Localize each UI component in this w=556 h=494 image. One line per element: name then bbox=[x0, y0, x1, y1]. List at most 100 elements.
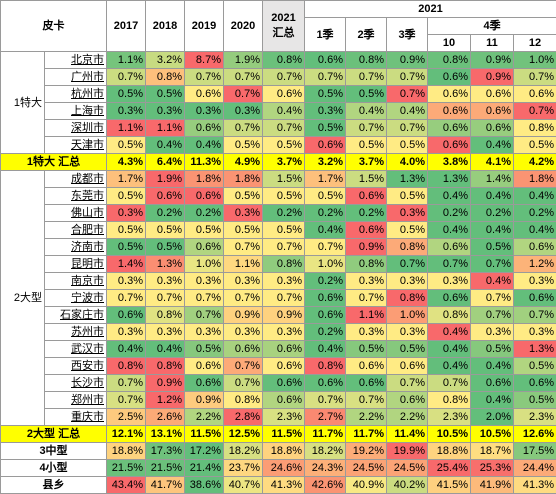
value-cell: 0.8% bbox=[387, 290, 428, 307]
city-link[interactable]: 济南市 bbox=[45, 239, 107, 256]
city-link[interactable]: 佛山市 bbox=[45, 205, 107, 222]
city-link[interactable]: 东莞市 bbox=[45, 188, 107, 205]
value-cell: 2.2% bbox=[185, 409, 224, 426]
value-cell: 0.3% bbox=[387, 324, 428, 341]
subtotal-value: 4.0% bbox=[387, 154, 428, 171]
value-cell: 0.6% bbox=[471, 375, 514, 392]
value-cell: 0.7% bbox=[224, 239, 263, 256]
value-cell: 0.7% bbox=[387, 375, 428, 392]
city-link[interactable]: 长沙市 bbox=[45, 375, 107, 392]
value-cell: 0.3% bbox=[305, 103, 346, 120]
value-cell: 0.3% bbox=[185, 273, 224, 290]
value-cell: 1.4% bbox=[471, 171, 514, 188]
value-cell: 0.2% bbox=[428, 205, 471, 222]
value-cell: 0.7% bbox=[346, 392, 387, 409]
value-cell: 40.7% bbox=[224, 477, 263, 494]
value-cell: 0.8% bbox=[107, 358, 146, 375]
city-link[interactable]: 合肥市 bbox=[45, 222, 107, 239]
value-cell: 0.6% bbox=[387, 358, 428, 375]
city-link[interactable]: 宁波市 bbox=[45, 290, 107, 307]
value-cell: 0.6% bbox=[185, 188, 224, 205]
value-cell: 0.6% bbox=[346, 222, 387, 239]
subtotal-value: 4.1% bbox=[471, 154, 514, 171]
value-cell: 0.2% bbox=[185, 205, 224, 222]
value-cell: 18.8% bbox=[107, 443, 146, 460]
city-link[interactable]: 广州市 bbox=[45, 69, 107, 86]
value-cell: 0.8% bbox=[224, 392, 263, 409]
value-cell: 0.6% bbox=[107, 307, 146, 324]
value-cell: 2.3% bbox=[514, 409, 556, 426]
value-cell: 0.5% bbox=[224, 222, 263, 239]
value-cell: 0.4% bbox=[471, 188, 514, 205]
value-cell: 0.6% bbox=[263, 375, 305, 392]
city-link[interactable]: 北京市 bbox=[45, 52, 107, 69]
value-cell: 0.5% bbox=[224, 188, 263, 205]
value-cell: 1.2% bbox=[514, 256, 556, 273]
value-cell: 0.7% bbox=[346, 120, 387, 137]
value-cell: 0.7% bbox=[185, 290, 224, 307]
value-cell: 23.7% bbox=[224, 460, 263, 477]
city-link[interactable]: 石家庄市 bbox=[45, 307, 107, 324]
value-cell: 0.7% bbox=[387, 69, 428, 86]
value-cell: 25.3% bbox=[471, 460, 514, 477]
value-cell: 0.5% bbox=[185, 341, 224, 358]
city-link[interactable]: 成都市 bbox=[45, 171, 107, 188]
city-link[interactable]: 重庆市 bbox=[45, 409, 107, 426]
value-cell: 21.5% bbox=[146, 460, 185, 477]
value-cell: 0.2% bbox=[471, 205, 514, 222]
value-cell: 1.0% bbox=[185, 256, 224, 273]
value-cell: 0.2% bbox=[263, 205, 305, 222]
city-link[interactable]: 南京市 bbox=[45, 273, 107, 290]
value-cell: 0.5% bbox=[514, 392, 556, 409]
month-header-10: 10 bbox=[428, 35, 471, 52]
value-cell: 0.9% bbox=[471, 52, 514, 69]
value-cell: 0.4% bbox=[263, 103, 305, 120]
city-link[interactable]: 上海市 bbox=[45, 103, 107, 120]
value-cell: 0.7% bbox=[346, 290, 387, 307]
value-cell: 0.2% bbox=[305, 324, 346, 341]
value-cell: 43.4% bbox=[107, 477, 146, 494]
value-cell: 1.3% bbox=[428, 171, 471, 188]
city-link[interactable]: 郑州市 bbox=[45, 392, 107, 409]
city-link[interactable]: 昆明市 bbox=[45, 256, 107, 273]
value-cell: 0.7% bbox=[471, 290, 514, 307]
value-cell: 0.7% bbox=[305, 69, 346, 86]
city-link[interactable]: 天津市 bbox=[45, 137, 107, 154]
value-cell: 0.7% bbox=[224, 375, 263, 392]
subtotal-value: 11.5% bbox=[185, 426, 224, 443]
city-link[interactable]: 苏州市 bbox=[45, 324, 107, 341]
value-cell: 21.4% bbox=[185, 460, 224, 477]
value-cell: 0.5% bbox=[146, 86, 185, 103]
city-link[interactable]: 武汉市 bbox=[45, 341, 107, 358]
value-cell: 0.7% bbox=[185, 307, 224, 324]
city-link[interactable]: 西安市 bbox=[45, 358, 107, 375]
value-cell: 1.5% bbox=[263, 171, 305, 188]
value-cell: 0.7% bbox=[224, 120, 263, 137]
subtotal-value: 11.7% bbox=[305, 426, 346, 443]
value-cell: 0.5% bbox=[305, 188, 346, 205]
value-cell: 0.5% bbox=[305, 86, 346, 103]
city-link[interactable]: 杭州市 bbox=[45, 86, 107, 103]
value-cell: 0.9% bbox=[263, 307, 305, 324]
value-cell: 1.3% bbox=[387, 171, 428, 188]
value-cell: 0.5% bbox=[107, 86, 146, 103]
city-link[interactable]: 深圳市 bbox=[45, 120, 107, 137]
value-cell: 0.6% bbox=[185, 375, 224, 392]
subtotal-value: 10.5% bbox=[428, 426, 471, 443]
value-cell: 1.9% bbox=[146, 171, 185, 188]
value-cell: 1.8% bbox=[514, 171, 556, 188]
subtotal-label: 2大型 汇总 bbox=[1, 426, 107, 443]
value-cell: 0.4% bbox=[387, 103, 428, 120]
category-label: 3中型 bbox=[1, 443, 107, 460]
value-cell: 0.9% bbox=[185, 392, 224, 409]
value-cell: 0.8% bbox=[146, 307, 185, 324]
value-cell: 0.4% bbox=[471, 273, 514, 290]
value-cell: 0.6% bbox=[263, 358, 305, 375]
value-cell: 0.7% bbox=[107, 290, 146, 307]
value-cell: 0.6% bbox=[428, 137, 471, 154]
